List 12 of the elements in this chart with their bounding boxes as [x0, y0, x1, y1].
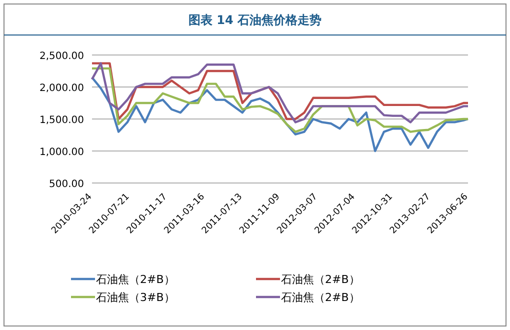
y-tick-label: 2,000.00 [39, 83, 84, 94]
legend-label: 石油焦（3#B） [96, 291, 175, 304]
legend-label: 石油焦（2#B） [96, 273, 175, 286]
chart-title: 图表 14 石油焦价格走势 [188, 13, 322, 27]
legend-label: 石油焦（2#B） [281, 291, 360, 304]
line-series [90, 67, 470, 133]
line-series [90, 76, 470, 152]
y-tick-label: 500.00 [49, 179, 84, 190]
y-tick-label: 1,000.00 [39, 147, 84, 158]
y-tick-label: 1,500.00 [39, 115, 84, 126]
legend-label: 石油焦（2#B） [281, 273, 360, 286]
y-tick-label: 2,500.00 [39, 51, 84, 62]
